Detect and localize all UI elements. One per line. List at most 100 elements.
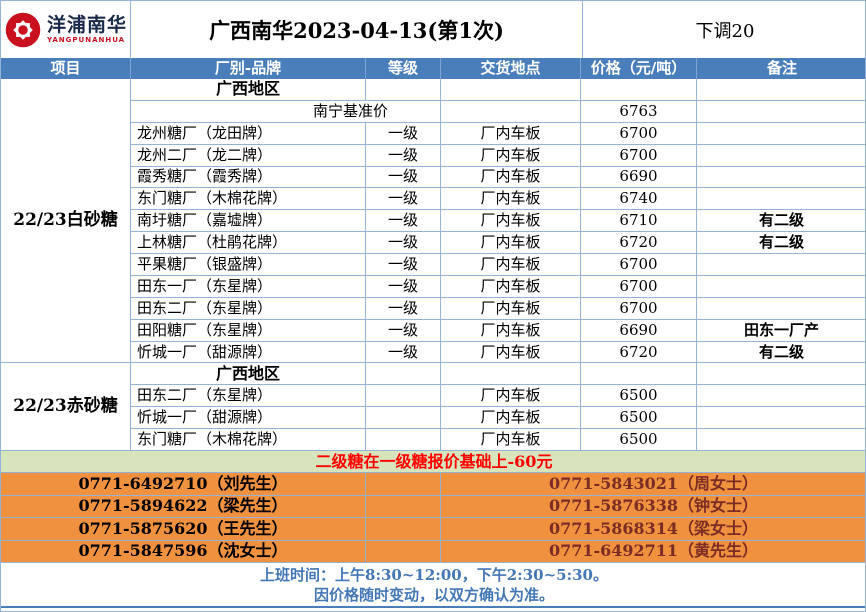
price-cell: 6700 — [581, 144, 697, 167]
column-header-brand: 厂别-品牌 — [131, 58, 366, 79]
brand-cell: 东门糖厂（木棉花牌） — [131, 188, 366, 211]
brand-cell: 田东二厂（东星牌） — [131, 385, 366, 408]
delivery-cell: 厂内车板 — [441, 122, 581, 145]
phone-right: 0771-6492711（黄先生） — [441, 541, 865, 563]
price-cell: 6700 — [581, 275, 697, 298]
brand-cell: 南圩糖厂（嘉墟牌） — [131, 210, 366, 233]
empty-cell — [441, 363, 581, 386]
brand-cell: 上林糖厂（杜鹃花牌） — [131, 232, 366, 255]
price-cell: 6690 — [581, 166, 697, 189]
grade-cell — [366, 385, 441, 408]
remark-cell: 有二级 — [697, 232, 865, 255]
brand-cell: 平果糖厂（银盛牌） — [131, 254, 366, 276]
phone-right: 0771-5843021（周女士） — [441, 473, 865, 496]
grade-cell — [366, 429, 441, 451]
grade-cell: 一级 — [366, 319, 441, 342]
benchmark-name: 南宁基准价 — [131, 100, 441, 123]
phone-left: 0771-6492710（刘先生） — [1, 473, 366, 496]
price-cell: 6700 — [581, 254, 697, 276]
region-header: 广西地区 — [131, 79, 366, 101]
remark-cell — [697, 188, 865, 211]
brand-cell: 东门糖厂（木棉花牌） — [131, 429, 366, 451]
price-cell: 6700 — [581, 297, 697, 320]
grade-cell: 一级 — [366, 122, 441, 145]
delivery-cell: 厂内车板 — [441, 385, 581, 408]
price-cell: 6500 — [581, 385, 697, 408]
delivery-cell: 厂内车板 — [441, 144, 581, 167]
empty-cell — [441, 100, 581, 123]
brand-cell: 忻城一厂（甜源牌） — [131, 341, 366, 364]
empty-cell — [581, 79, 697, 101]
price-cell: 6500 — [581, 429, 697, 451]
column-header-grade: 等级 — [366, 58, 441, 79]
empty-cell — [366, 495, 441, 518]
empty-cell — [581, 363, 697, 386]
remark-cell — [697, 407, 865, 430]
delivery-cell: 厂内车板 — [441, 319, 581, 342]
second-grade-notice: 二级糖在一级糖报价基础上-60元 — [1, 451, 865, 473]
remark-cell — [697, 254, 865, 276]
brand-cell: 霞秀糖厂（霞秀牌） — [131, 166, 366, 189]
remark-cell: 有二级 — [697, 210, 865, 233]
price-cell: 6740 — [581, 188, 697, 211]
phone-right: 0771-5868314（梁女士） — [441, 518, 865, 541]
section-label-white-sugar: 22/23白砂糖 — [1, 79, 131, 364]
delivery-cell: 厂内车板 — [441, 297, 581, 320]
delivery-cell: 厂内车板 — [441, 210, 581, 233]
column-header-delivery: 交货地点 — [441, 58, 581, 79]
brand-cell: 龙州二厂（龙二牌） — [131, 144, 366, 167]
brand-cell: 忻城一厂（甜源牌） — [131, 407, 366, 430]
company-logo: 洋浦南华 YANGPUNANHUA — [1, 1, 131, 58]
column-header-remark: 备注 — [766, 59, 797, 77]
benchmark-price: 6763 — [581, 100, 697, 123]
empty-cell — [366, 473, 441, 496]
price-cell: 6500 — [581, 407, 697, 430]
empty-cell — [697, 101, 865, 123]
empty-cell — [441, 79, 581, 101]
price-table-body: 22/23白砂糖 22/23赤砂糖 广西地区 南宁基准价 6763 广西地区 龙… — [1, 79, 865, 451]
remark-cell — [697, 145, 865, 167]
logo-english-name: YANGPUNANHUA — [46, 35, 126, 44]
brand-cell: 田阳糖厂（东星牌） — [131, 319, 366, 342]
brand-cell: 田东一厂（东星牌） — [131, 275, 366, 298]
region-header: 广西地区 — [131, 363, 366, 386]
brand-cell: 田东二厂（东星牌） — [131, 297, 366, 320]
empty-cell — [697, 363, 865, 386]
grade-cell: 一级 — [366, 210, 441, 233]
remark-cell — [697, 385, 865, 408]
delivery-cell: 厂内车板 — [441, 254, 581, 276]
grade-cell: 一级 — [366, 166, 441, 189]
column-header-price: 价格（元/吨） — [581, 58, 697, 79]
bottom-divider — [1, 606, 865, 608]
table-header-row: 项目 厂别-品牌 等级 交货地点 价格（元/吨） 备注 — [1, 58, 865, 79]
empty-cell — [697, 79, 865, 101]
empty-cell — [366, 79, 441, 101]
logo-emblem-icon — [5, 12, 41, 47]
grade-cell — [366, 407, 441, 430]
delivery-cell: 厂内车板 — [441, 232, 581, 255]
empty-cell — [366, 518, 441, 541]
grade-cell: 一级 — [366, 341, 441, 364]
logo-text: 洋浦南华 YANGPUNANHUA — [46, 13, 127, 44]
delivery-cell: 厂内车板 — [441, 429, 581, 451]
grade-cell: 一级 — [366, 254, 441, 276]
empty-cell — [366, 540, 441, 563]
phone-left: 0771-5847596（沈女士） — [1, 540, 366, 563]
grade-cell: 一级 — [366, 275, 441, 298]
grade-cell: 一级 — [366, 232, 441, 255]
delivery-cell: 厂内车板 — [441, 275, 581, 298]
remark-cell — [697, 276, 865, 298]
price-adjustment: 下调20 — [695, 20, 755, 42]
phone-left: 0771-5894622（梁先生） — [1, 495, 366, 518]
logo-chinese-name: 洋浦南华 — [46, 13, 127, 36]
title-bar: 洋浦南华 YANGPUNANHUA 广西南华2023-04-13(第1次) 下调… — [1, 1, 865, 58]
section-label-brown-sugar: 22/23赤砂糖 — [1, 363, 131, 451]
price-cell: 6720 — [581, 341, 697, 364]
delivery-cell: 厂内车板 — [441, 407, 581, 430]
grade-cell: 一级 — [366, 297, 441, 320]
grade-cell: 一级 — [366, 188, 441, 211]
contacts-block: 0771-6492710（刘先生） 0771-5843021（周女士） 0771… — [1, 473, 865, 563]
price-cell: 6720 — [581, 232, 697, 255]
phone-right: 0771-5876338（钟女士） — [441, 496, 865, 518]
